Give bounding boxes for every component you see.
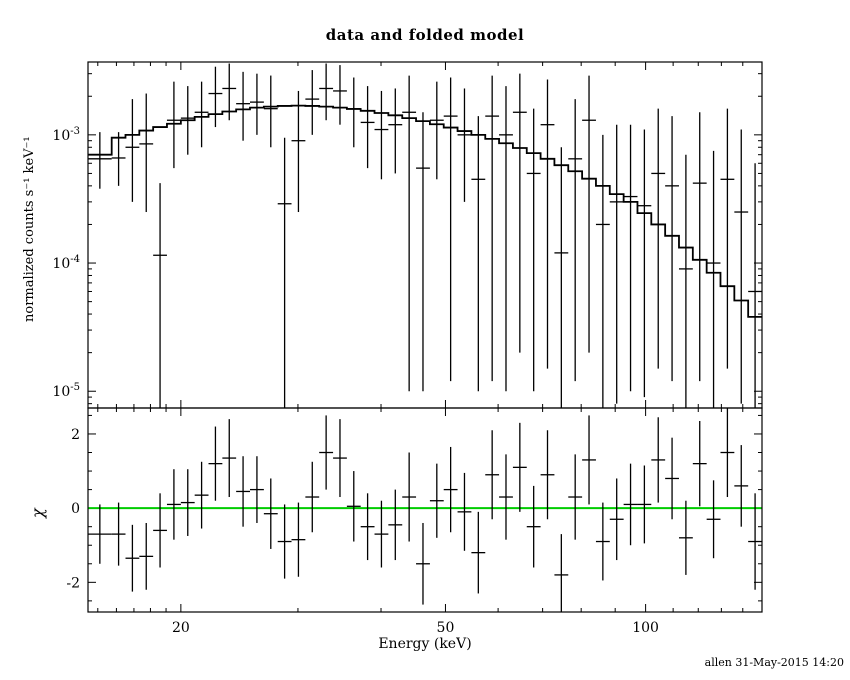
residual-panel-frame: [87, 407, 763, 613]
y-axis-label-chi: χ: [28, 508, 47, 518]
spectrum-error-bars: [88, 63, 762, 408]
svg-text:50: 50: [437, 620, 455, 636]
residual-error-bars: [88, 408, 762, 612]
svg-text:20: 20: [172, 620, 190, 636]
svg-text:0: 0: [71, 501, 80, 517]
svg-text:-2: -2: [66, 575, 80, 591]
svg-text:10-5: 10-5: [52, 382, 80, 400]
plot-title: data and folded model: [325, 26, 525, 44]
plot-footer-user-timestamp: allen 31-May-2015 14:20: [704, 656, 844, 669]
x-axis-label: Energy (keV): [378, 636, 472, 652]
spectrum-panel-frame: [87, 61, 763, 409]
svg-text:2: 2: [71, 427, 80, 443]
axis-ticks: 20 50 100 10-5 10-4 10-3 -2 0 2: [52, 62, 762, 636]
svg-text:10-3: 10-3: [52, 126, 80, 144]
svg-text:100: 100: [632, 620, 659, 636]
y-axis-label-spectrum: normalized counts s⁻¹ keV⁻¹: [22, 136, 37, 322]
folded-model-line: [88, 104, 762, 318]
svg-text:10-4: 10-4: [52, 254, 80, 272]
